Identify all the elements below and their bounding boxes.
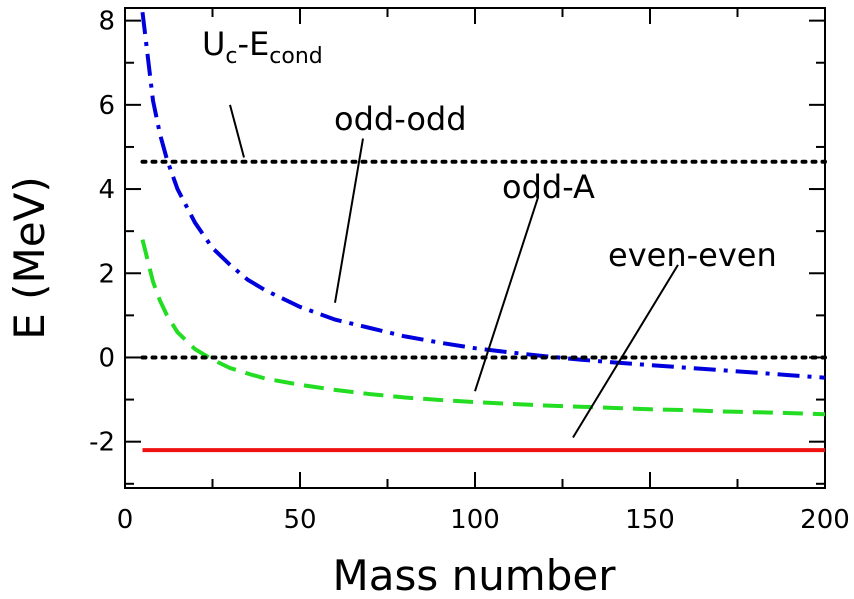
annotation-label: odd-odd [334, 100, 467, 138]
y-axis-label: E (MeV) [5, 176, 54, 339]
x-axis-label: Mass number [332, 551, 616, 599]
y-tick-label: -2 [89, 428, 115, 458]
annotation-label: Uc-Econd [202, 25, 323, 69]
axis-ticks [124, 8, 826, 488]
annotations: Uc-Econd odd-odd odd-A even-even [202, 25, 777, 438]
series-lines [140, 11, 827, 453]
x-tick-label: 200 [800, 505, 850, 535]
y-tick-label: 8 [98, 7, 115, 37]
tick-labels: 0 50 100 150 200 -2 0 2 4 6 8 [89, 7, 850, 535]
series-odd-odd [140, 11, 826, 380]
annotation-pointer [229, 104, 245, 158]
series-odd-a [140, 239, 826, 417]
x-tick-label: 50 [283, 505, 316, 535]
x-tick-label: 0 [117, 505, 134, 535]
y-tick-label: 0 [98, 343, 115, 373]
annotation-pointer [572, 264, 679, 438]
y-tick-label: 4 [98, 175, 115, 205]
y-tick-label: 6 [98, 91, 115, 121]
annotation-pointer [334, 138, 364, 303]
annotation-label: odd-A [502, 168, 595, 206]
x-tick-label: 150 [625, 505, 675, 535]
y-tick-label: 2 [98, 259, 115, 289]
annotation-pointer [474, 197, 539, 392]
x-tick-label: 100 [450, 505, 500, 535]
annotation-label: even-even [608, 236, 777, 274]
